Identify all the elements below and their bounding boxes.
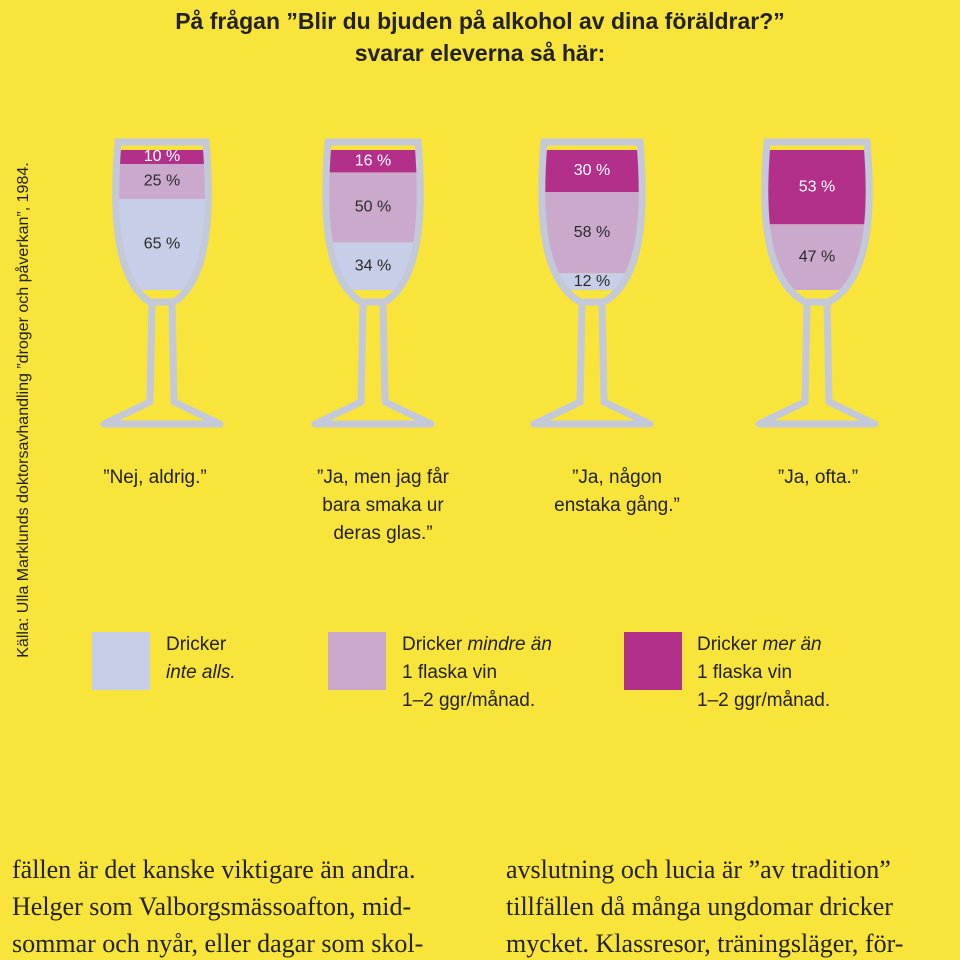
- value-label: 47 %: [799, 248, 835, 265]
- legend-swatch: [92, 632, 150, 690]
- body-text: Helger som Valborgsmässoafton, mid-: [12, 892, 411, 921]
- body-text: tillfällen då många ungdomar dricker: [506, 892, 893, 921]
- value-label: 34 %: [355, 257, 391, 274]
- glass-stem: [530, 301, 654, 428]
- legend-label: 1 flaska vin: [697, 662, 792, 683]
- value-label: 50 %: [355, 199, 391, 216]
- glass-stem: [311, 301, 435, 428]
- legend-label: Dricker mer än: [697, 634, 822, 655]
- legend-label: Dricker mindre än: [402, 634, 552, 655]
- value-label: 58 %: [574, 224, 610, 241]
- legend-label-part: mindre än: [467, 634, 552, 655]
- category-label: ”Ja, men jag får: [317, 467, 450, 488]
- value-label: 30 %: [574, 162, 610, 179]
- legend-swatch: [624, 632, 682, 690]
- legend-label-part: Dricker: [697, 634, 762, 655]
- legend-swatch: [328, 632, 386, 690]
- legend-label-part: 1–2 ggr/månad.: [697, 690, 830, 711]
- value-label: 10 %: [144, 148, 180, 165]
- segment: [325, 150, 421, 173]
- legend-label: Dricker: [166, 634, 227, 655]
- value-label: 16 %: [355, 152, 391, 169]
- category-label: ”Ja, någon: [572, 467, 662, 488]
- body-text: fällen är det kanske viktigare än andra.: [12, 855, 416, 884]
- legend-label-part: mer än: [762, 634, 821, 655]
- glass: [541, 150, 643, 290]
- category-label: ”Nej, aldrig.”: [103, 467, 206, 488]
- legend-label: 1 flaska vin: [402, 662, 497, 683]
- legend-label: 1–2 ggr/månad.: [402, 690, 535, 711]
- legend-label-part: 1 flaska vin: [402, 662, 497, 683]
- legend-label-part: inte alls.: [166, 662, 236, 683]
- segment: [541, 192, 643, 274]
- title-line: På frågan ”Blir du bjuden på alkohol av …: [175, 8, 785, 34]
- segment: [325, 172, 421, 243]
- legend-label-part: 1–2 ggr/månad.: [402, 690, 535, 711]
- value-label: 65 %: [144, 236, 180, 253]
- glass-stem: [100, 301, 224, 428]
- legend-label: inte alls.: [166, 662, 236, 683]
- legend-label-part: 1 flaska vin: [697, 662, 792, 683]
- segment: [764, 150, 870, 225]
- body-text: mycket. Klassresor, träningsläger, för-: [506, 929, 903, 958]
- category-label: deras glas.”: [333, 523, 432, 544]
- body-text: sommar och nyår, eller dagar som skol-: [12, 929, 423, 958]
- legend-label-part: Dricker: [402, 634, 467, 655]
- segment: [541, 150, 643, 192]
- glass-stem: [755, 301, 879, 428]
- category-label: ”Ja, ofta.”: [778, 467, 858, 488]
- category-label: bara smaka ur: [322, 495, 444, 516]
- value-label: 12 %: [574, 273, 610, 290]
- legend-label-part: Dricker: [166, 634, 227, 655]
- value-label: 53 %: [799, 178, 835, 195]
- segment: [115, 164, 209, 199]
- source: Källa: Ulla Marklunds doktorsavhandling …: [14, 162, 32, 657]
- title-line: svarar eleverna så här:: [355, 40, 606, 66]
- category-label: enstaka gång.”: [554, 495, 680, 516]
- body-text: avslutning och lucia är ”av tradition”: [506, 855, 891, 884]
- value-label: 25 %: [144, 173, 180, 190]
- legend-label: 1–2 ggr/månad.: [697, 690, 830, 711]
- segment: [115, 150, 209, 164]
- segment: [541, 273, 643, 290]
